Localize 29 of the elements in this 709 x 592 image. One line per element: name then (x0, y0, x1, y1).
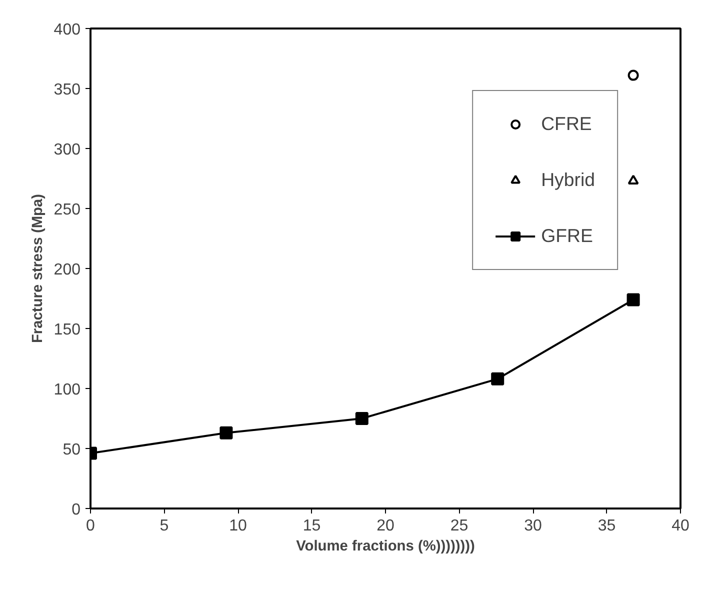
y-tick-label: 0 (72, 502, 81, 518)
y-tick-label: 50 (62, 442, 81, 458)
y-axis-title: Fracture stress (Mpa) (30, 194, 46, 344)
x-tick-label: 0 (86, 518, 96, 534)
x-tick-label: 25 (450, 518, 468, 534)
point (626, 293, 640, 306)
y-tick-label: 400 (54, 22, 81, 38)
point (628, 70, 639, 81)
x-tick-label: 10 (229, 518, 247, 534)
y-tick-label: 200 (54, 262, 81, 278)
point (220, 426, 233, 440)
y-tick-label: 300 (54, 142, 81, 158)
point (628, 174, 639, 184)
point (491, 372, 504, 386)
x-tick-label: 15 (302, 518, 321, 534)
y-tick-label: 150 (54, 322, 81, 338)
legend-label: Hybrid (541, 169, 595, 191)
legend-label: CFRE (541, 113, 592, 135)
x-tick-label: 30 (524, 518, 542, 534)
legend-label: GFRE (541, 225, 593, 247)
x-tick-label: 35 (598, 518, 616, 534)
x-tick-label: 20 (376, 518, 394, 534)
y-tick-label: 350 (54, 82, 81, 98)
x-tick-label: 5 (160, 518, 169, 534)
x-axis-title: Volume fractions (%)))))))) (296, 538, 476, 554)
y-tick-label: 100 (54, 382, 81, 398)
x-tick-label: 40 (672, 518, 690, 534)
y-tick-label: 250 (54, 202, 81, 218)
point (355, 412, 368, 425)
